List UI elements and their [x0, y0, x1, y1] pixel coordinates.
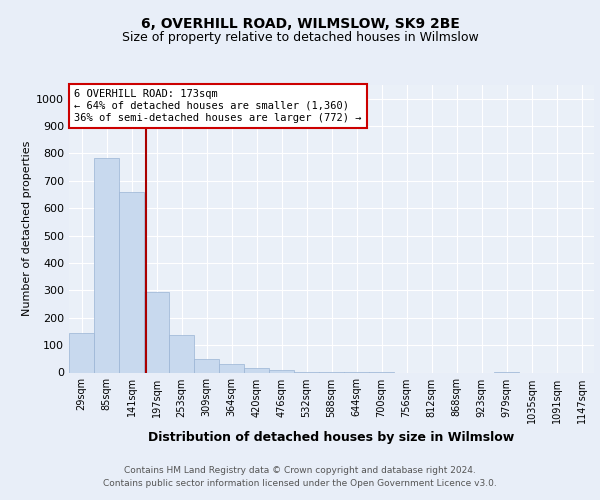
Bar: [194, 359, 219, 372]
Bar: [244, 368, 269, 372]
Text: Contains HM Land Registry data © Crown copyright and database right 2024.: Contains HM Land Registry data © Crown c…: [124, 466, 476, 475]
Bar: [269, 370, 294, 372]
Y-axis label: Number of detached properties: Number of detached properties: [22, 141, 32, 316]
Text: 6, OVERHILL ROAD, WILMSLOW, SK9 2BE: 6, OVERHILL ROAD, WILMSLOW, SK9 2BE: [140, 18, 460, 32]
Bar: [144, 292, 169, 372]
Bar: [169, 335, 194, 372]
Bar: [69, 334, 94, 372]
Text: Contains public sector information licensed under the Open Government Licence v3: Contains public sector information licen…: [103, 479, 497, 488]
Bar: [119, 192, 144, 372]
Bar: [219, 364, 244, 372]
Bar: [94, 158, 119, 372]
Text: 6 OVERHILL ROAD: 173sqm
← 64% of detached houses are smaller (1,360)
36% of semi: 6 OVERHILL ROAD: 173sqm ← 64% of detache…: [74, 90, 362, 122]
Text: Size of property relative to detached houses in Wilmslow: Size of property relative to detached ho…: [122, 31, 478, 44]
X-axis label: Distribution of detached houses by size in Wilmslow: Distribution of detached houses by size …: [148, 431, 515, 444]
